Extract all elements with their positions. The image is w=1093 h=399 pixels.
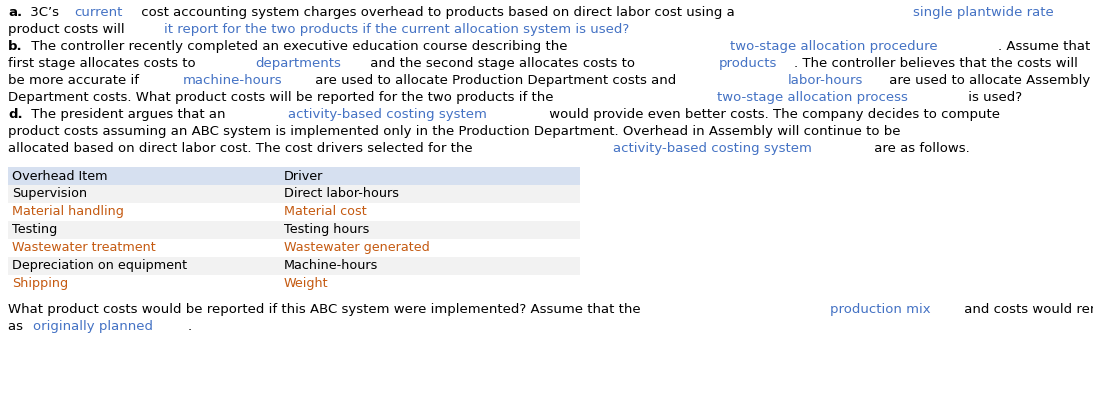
Text: two-stage allocation process: two-stage allocation process bbox=[717, 91, 908, 104]
Text: Driver: Driver bbox=[284, 170, 324, 183]
Text: allocated based on direct labor cost. The cost drivers selected for the: allocated based on direct labor cost. Th… bbox=[8, 142, 477, 155]
Text: Material handling: Material handling bbox=[12, 205, 124, 218]
Bar bbox=[8, 221, 580, 239]
Text: Department costs. What product costs will be reported for the two products if th: Department costs. What product costs wil… bbox=[8, 91, 557, 104]
Text: a.: a. bbox=[8, 6, 22, 19]
Bar bbox=[8, 167, 580, 185]
Bar bbox=[8, 275, 580, 293]
Text: Depreciation on equipment: Depreciation on equipment bbox=[12, 259, 187, 272]
Text: be more accurate if: be more accurate if bbox=[8, 74, 143, 87]
Text: Shipping: Shipping bbox=[12, 277, 68, 290]
Text: The president argues that an: The president argues that an bbox=[27, 108, 230, 121]
Text: product costs assuming an ABC system is implemented only in the Production Depar: product costs assuming an ABC system is … bbox=[8, 125, 901, 138]
Text: departments: departments bbox=[256, 57, 341, 70]
Text: single plantwide rate: single plantwide rate bbox=[914, 6, 1055, 19]
Text: . Assume that the: . Assume that the bbox=[998, 40, 1093, 53]
Text: is used?: is used? bbox=[964, 91, 1022, 104]
Text: machine-hours: machine-hours bbox=[183, 74, 282, 87]
Text: originally planned: originally planned bbox=[33, 320, 153, 333]
Text: current: current bbox=[74, 6, 122, 19]
Text: are used to allocate Production Department costs and: are used to allocate Production Departme… bbox=[312, 74, 681, 87]
Text: Overhead Item: Overhead Item bbox=[12, 170, 107, 183]
Text: would provide even better costs. The company decides to compute: would provide even better costs. The com… bbox=[545, 108, 1000, 121]
Text: Supervision: Supervision bbox=[12, 187, 87, 200]
Text: products: products bbox=[719, 57, 777, 70]
Text: labor-hours: labor-hours bbox=[788, 74, 863, 87]
Text: 3C’s: 3C’s bbox=[26, 6, 63, 19]
Text: Machine-hours: Machine-hours bbox=[284, 259, 378, 272]
Bar bbox=[8, 185, 580, 203]
Text: . The controller believes that the costs will: . The controller believes that the costs… bbox=[795, 57, 1078, 70]
Text: Testing: Testing bbox=[12, 223, 57, 236]
Text: it report for the two products if the current allocation system is used?: it report for the two products if the cu… bbox=[164, 23, 630, 36]
Text: b.: b. bbox=[8, 40, 23, 53]
Bar bbox=[8, 257, 580, 275]
Text: Testing hours: Testing hours bbox=[284, 223, 369, 236]
Text: activity-based costing system: activity-based costing system bbox=[613, 142, 812, 155]
Text: production mix: production mix bbox=[830, 303, 930, 316]
Text: first stage allocates costs to: first stage allocates costs to bbox=[8, 57, 200, 70]
Text: Material cost: Material cost bbox=[284, 205, 367, 218]
Text: and costs would remain: and costs would remain bbox=[960, 303, 1093, 316]
Text: are as follows.: are as follows. bbox=[870, 142, 969, 155]
Text: activity-based costing system: activity-based costing system bbox=[289, 108, 487, 121]
Text: .: . bbox=[188, 320, 191, 333]
Text: cost accounting system charges overhead to products based on direct labor cost u: cost accounting system charges overhead … bbox=[137, 6, 739, 19]
Text: Weight: Weight bbox=[284, 277, 329, 290]
Text: Wastewater treatment: Wastewater treatment bbox=[12, 241, 155, 254]
Bar bbox=[8, 239, 580, 257]
Text: are used to allocate Assembly: are used to allocate Assembly bbox=[885, 74, 1091, 87]
Text: product costs will: product costs will bbox=[8, 23, 129, 36]
Text: The controller recently completed an executive education course describing the: The controller recently completed an exe… bbox=[27, 40, 572, 53]
Text: Wastewater generated: Wastewater generated bbox=[284, 241, 430, 254]
Text: two-stage allocation procedure: two-stage allocation procedure bbox=[730, 40, 938, 53]
Text: d.: d. bbox=[8, 108, 23, 121]
Bar bbox=[8, 203, 580, 221]
Text: Direct labor-hours: Direct labor-hours bbox=[284, 187, 399, 200]
Text: as: as bbox=[8, 320, 27, 333]
Text: What product costs would be reported if this ABC system were implemented? Assume: What product costs would be reported if … bbox=[8, 303, 645, 316]
Text: and the second stage allocates costs to: and the second stage allocates costs to bbox=[366, 57, 639, 70]
